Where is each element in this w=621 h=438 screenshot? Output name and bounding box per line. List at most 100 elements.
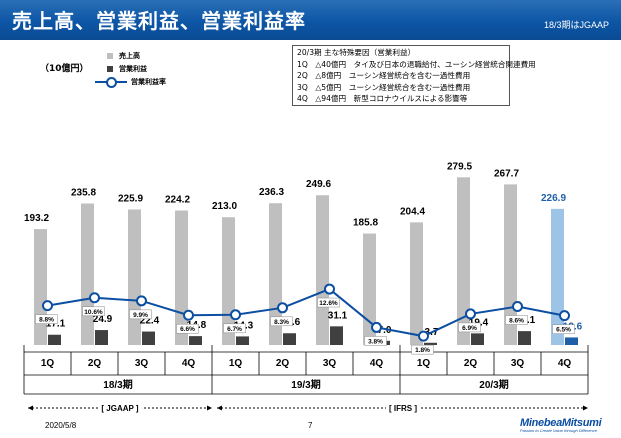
tick-label: 1Q [229,358,243,369]
margin-marker [230,309,241,321]
footer-date: 2020/5/8 [45,421,77,430]
margin-marker [136,295,147,307]
bar-sales [316,195,329,345]
label-sales: 193.2 [24,213,49,224]
margin-label: 8.8% [39,317,54,324]
note-line: 2Q △8億円 ユーシン経営統合を含む一過性費用 [297,71,471,81]
tick-label: 3Q [511,358,525,369]
special-factors-note: 20/3期 主な特殊要因（営業利益） 1Q △40億円 タイ及び日本の退職給付、… [292,45,536,106]
tick-label: 2Q [464,358,478,369]
logo-wordmark: MinebeaMitsumi [520,417,602,429]
margin-label: 8.6% [509,318,524,325]
label-sales: 267.7 [494,168,519,179]
margin-label: 10.6% [84,309,103,316]
ifrs-span-arrow-head-left [217,405,222,411]
jgaap-span-arrow-head-left [28,405,33,411]
margin-label-box [223,323,246,334]
fiscal-year-label: 18/3期 [103,378,132,391]
margin-label: 12.6% [319,300,338,307]
bar-op [236,336,249,345]
margin-label: 9.9% [133,312,148,319]
margin-marker [465,308,476,320]
bar-op [48,334,61,345]
label-op: 31.1 [328,310,348,321]
ifrs-label: [ IFRS ] [389,404,417,413]
tick-label: 4Q [558,358,572,369]
margin-marker [89,292,100,304]
margin-marker [324,283,335,295]
margin-label: 3.8% [368,338,383,345]
bar-op [142,331,155,345]
margin-label-box [82,306,105,317]
standard-label-bg [386,403,421,414]
margin-label: 8.3% [274,319,289,326]
margin-label-box [129,309,152,320]
label-sales: 185.8 [353,218,378,229]
bar-op [95,330,108,345]
accounting-note: 18/3期はJGAAP [543,20,609,30]
label-sales: 249.6 [306,179,331,190]
margin-label-box [270,316,293,327]
note-line: 20/3期 主な特殊要因（営業利益） [297,48,416,57]
note-line: 3Q △5億円 ユーシン経営統合を含む一過性費用 [297,82,471,92]
margin-label: 6.9% [462,325,477,332]
fiscal-year-label: 19/3期 [291,378,320,391]
margin-label: 6.7% [227,326,242,333]
label-sales: 279.5 [447,161,472,172]
header-bar: 売上高、営業利益、営業利益率 18/3期はJGAAP [0,0,621,40]
label-op: 17.1 [46,319,66,330]
bar-sales [551,208,564,345]
legend-marker-margin [106,77,117,88]
margin-label-box [176,323,199,334]
label-sales: 235.8 [71,188,96,199]
tick-label: 1Q [417,358,431,369]
margin-label: 6.5% [556,327,571,334]
page-title: 売上高、営業利益、営業利益率 [12,9,306,33]
bar-op [565,337,578,345]
bar-op [189,336,202,345]
margin-label-box [458,322,481,333]
tick-label: 1Q [41,358,55,369]
tick-label: 2Q [276,358,290,369]
label-sales: 204.4 [400,206,425,217]
legend-swatch-sales [107,53,113,59]
margin-marker [42,300,53,312]
tick-label: 4Q [182,358,196,369]
bar-op [471,333,484,345]
jgaap-span-arrow-head-right [207,405,212,411]
margin-label-box [505,315,528,325]
margin-label: 1.8% [415,347,430,354]
legend-label-op: 営業利益 [119,65,147,73]
ifrs-span-arrow-head-right [583,405,588,411]
bar-sales [457,177,470,345]
bar-op [283,333,296,345]
margin-marker [277,302,288,314]
label-sales: 224.2 [165,194,190,205]
margin-label-box [552,324,575,334]
tick-label: 2Q [88,358,102,369]
standard-label-bg [98,403,142,414]
tick-label: 3Q [135,358,149,369]
fiscal-year-label: 20/3期 [479,378,508,391]
jgaap-label: [ JGAAP ] [101,404,139,413]
label-sales: 226.9 [541,193,566,204]
bar-sales [363,233,376,345]
company-logo: MinebeaMitsumi Passion to Create Value t… [520,417,602,433]
legend-label-sales: 売上高 [119,52,140,60]
label-sales: 213.0 [212,201,237,212]
note-line: 4Q △94億円 新型コロナウイルスによる影響等 [297,94,468,104]
bar-op [518,331,531,345]
label-sales: 236.3 [259,187,284,198]
bar-sales [410,222,423,345]
label-op: 7.0 [378,325,392,336]
margin-marker [183,309,194,321]
logo-tagline: Passion to Create Value through Differen… [520,428,598,433]
label-op: 22.4 [140,316,160,327]
margin-label-box [364,336,387,346]
margin-marker [418,330,429,342]
legend-swatch-op [107,66,113,72]
unit-label: （10億円） [40,64,89,74]
legend-label-margin: 営業利益率 [131,78,166,86]
margin-line [47,287,565,338]
